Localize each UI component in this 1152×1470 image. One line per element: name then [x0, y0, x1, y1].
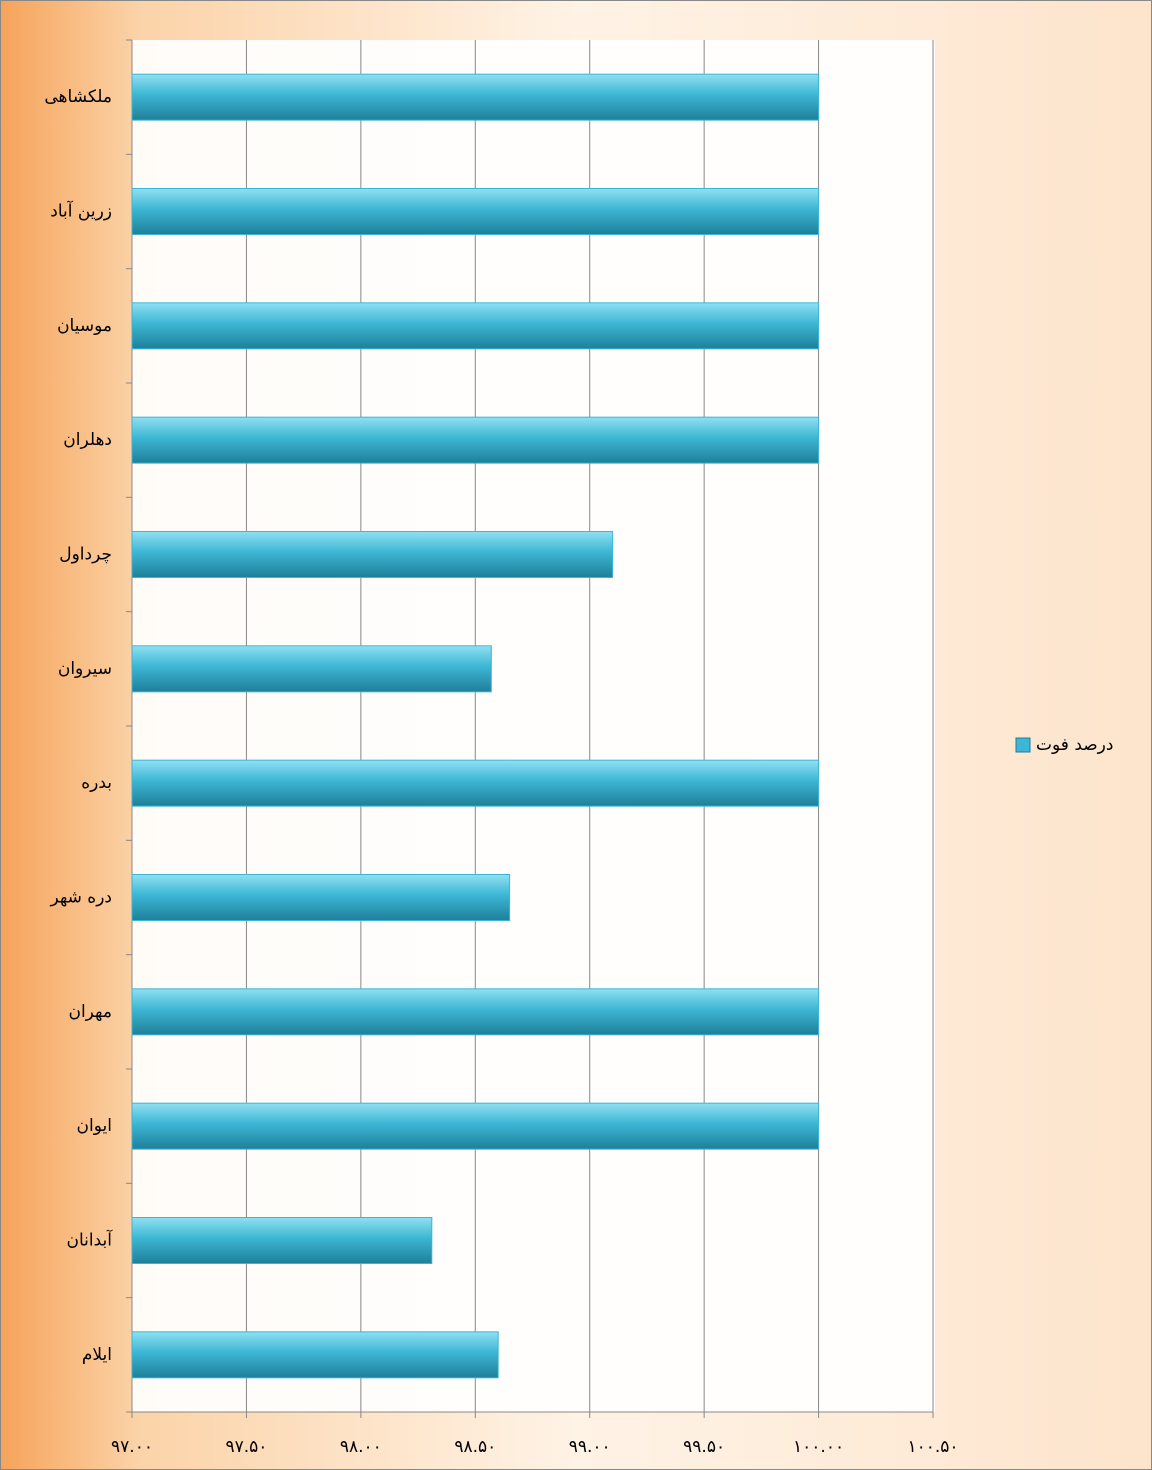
- bar: [131, 759, 820, 807]
- bar: [131, 416, 820, 464]
- bar: [131, 188, 820, 235]
- bar: [131, 1102, 820, 1150]
- bar: [131, 1331, 499, 1379]
- y-tick-label: ایوان: [77, 1116, 112, 1136]
- legend-label: درصد فوت: [1036, 735, 1113, 755]
- y-tick-label: چرداول: [59, 545, 112, 565]
- x-tick-label: ۹۹.۰۰: [569, 1437, 611, 1457]
- plot-area: [132, 40, 935, 1412]
- y-tick-label: دره شهر: [49, 888, 112, 908]
- bar: [131, 1217, 433, 1264]
- y-tick-label: زرین آباد: [50, 200, 112, 222]
- y-tick-label: آبدانان: [67, 1229, 114, 1251]
- bar: [131, 73, 820, 121]
- x-tick-label: ۹۸.۰۰: [340, 1437, 382, 1457]
- x-tick-label: ۹۸.۵۰: [454, 1437, 496, 1457]
- y-tick-label: بدره: [81, 773, 112, 793]
- x-tick-label: ۹۷.۵۰: [225, 1437, 267, 1457]
- legend-swatch: [1015, 737, 1031, 753]
- x-tick-label: ۱۰۰.۵۰: [907, 1437, 958, 1457]
- bar: [131, 988, 820, 1036]
- x-tick-label: ۹۹.۵۰: [683, 1437, 725, 1457]
- x-tick-label: ۹۷.۰۰: [111, 1437, 153, 1457]
- y-tick-label: ایلام: [82, 1345, 112, 1365]
- x-tick-label: ۱۰۰.۰۰: [793, 1437, 844, 1457]
- y-tick-label: مهران: [68, 1002, 112, 1022]
- y-tick-label: موسیان: [57, 316, 112, 336]
- bar: [131, 874, 511, 921]
- bar: [131, 645, 492, 693]
- bar: [131, 531, 614, 578]
- y-tick-label: دهلران: [63, 430, 112, 450]
- y-tick-label: سیروان: [58, 659, 112, 679]
- bar: [131, 302, 820, 350]
- y-tick-label: ملکشاهی: [44, 87, 112, 107]
